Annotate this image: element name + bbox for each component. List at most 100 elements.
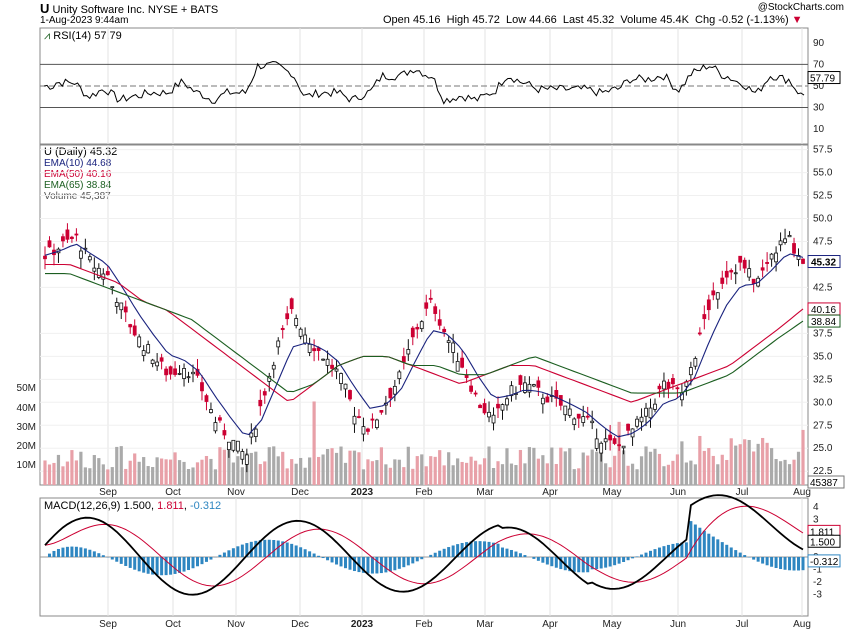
macd-val1: 1.500 [123,500,152,512]
macd-hist-bar [339,557,343,567]
macd-hist-bar [128,557,132,568]
volume-bar [339,446,343,485]
candle-body [720,277,725,284]
macd-hist-bar [577,557,581,573]
volume-bar [581,452,585,485]
macd-hist-bar [299,547,303,557]
candle-body [509,385,514,397]
legend-ema10: EMA(10) 44.68 [44,158,112,169]
macd-hist-bar [554,557,558,568]
volume-bar [734,445,738,485]
candle-body [648,407,653,419]
volume-bar [478,464,482,485]
month-label-Aug: Aug [793,487,811,498]
macd-hist-bar [74,546,78,557]
volume-bar [348,450,352,485]
candle-body [213,422,218,432]
volume-bar [447,452,451,485]
volume-bar [518,449,523,485]
volume-bar [186,469,191,485]
macd-hist-bar [124,557,128,566]
volume-bar [630,463,635,485]
macd-hist-bar [56,548,60,557]
volume-bar [406,446,410,485]
volume-bar [563,451,567,485]
macd-hist-bar [496,543,500,557]
macd-tick--3: -3 [813,590,822,601]
volume-bar [56,454,61,485]
volume-bar [101,464,105,485]
volume-bar [249,452,253,485]
macd-hist-bar [604,557,608,568]
volume-bar [536,458,540,485]
volume-bar [801,429,805,485]
volume-bar [231,462,235,485]
volume-bar [433,456,437,485]
volume-bar [308,457,312,485]
month-label-bottom-Feb: Feb [415,619,433,630]
volume-bar [321,454,325,485]
volume-bar [559,447,563,485]
volume-bar [774,459,778,485]
macd-hist-bar [765,557,769,566]
candle-body [334,368,339,372]
volume-bar [684,462,688,485]
volume-bar [671,460,675,485]
macd-hist-bar [254,540,258,557]
volume-bar [456,458,460,485]
volume-bar [119,446,123,485]
datetime: 1-Aug-2023 9:44am [40,15,129,26]
candle-body [702,314,707,320]
ema50-line [45,263,804,403]
macd-hist-bar [119,557,123,564]
macd-hist-bar [169,557,173,575]
macd-badge-text-2: -0.312 [810,557,839,568]
candle-body [375,419,379,428]
volume-bar [366,459,370,485]
volume-bar [97,458,101,485]
volume-bar [783,459,787,485]
volume-bar [236,456,240,485]
volume-bar [83,467,87,485]
volume-bar [357,452,361,485]
volume-bar [572,469,576,485]
candle-body [491,414,496,424]
rsi-tick-90: 90 [813,38,825,49]
month-label-bottom-Dec: Dec [291,619,309,630]
open-label: Open [383,14,410,26]
month-label-bottom-Mar: Mar [476,619,494,630]
macd-hist-bar [684,542,688,557]
candle-body [244,454,249,465]
ema10-line [44,243,804,438]
macd-hist-bar [631,557,635,559]
macd-hist-bar [236,546,240,557]
chg-down-arrow-icon: ▼ [791,14,803,26]
candle-body [218,417,222,421]
candle-body [285,313,290,320]
volume-bar [765,442,769,485]
candle-body [249,432,254,438]
candle-body [796,255,801,260]
candle-body [65,229,70,240]
candle-body [253,428,258,437]
macd-hist-bar [635,556,639,557]
volume-bar [195,462,200,485]
macd-hist-bar [478,541,482,557]
macd-hist-bar [779,557,783,570]
candle-body [370,418,375,421]
month-label-bottom-Aug: Aug [793,619,811,630]
candle-body [110,286,115,289]
price-legend: U (Daily) 45.32 EMA(10) 44.68 EMA(50) 40… [44,147,117,203]
candle-body [563,405,568,416]
macd-val2: 1.811 [157,500,184,512]
candle-body [572,418,577,425]
macd-hist-bar [590,557,594,570]
candle-body [639,416,644,423]
volume-bar [550,447,554,485]
last-value: 45.32 [586,14,615,26]
company-name: Unity Software Inc. [52,4,145,16]
candle-body [469,385,473,392]
volume-bar [379,447,383,485]
macd-hist-bar [734,550,738,557]
